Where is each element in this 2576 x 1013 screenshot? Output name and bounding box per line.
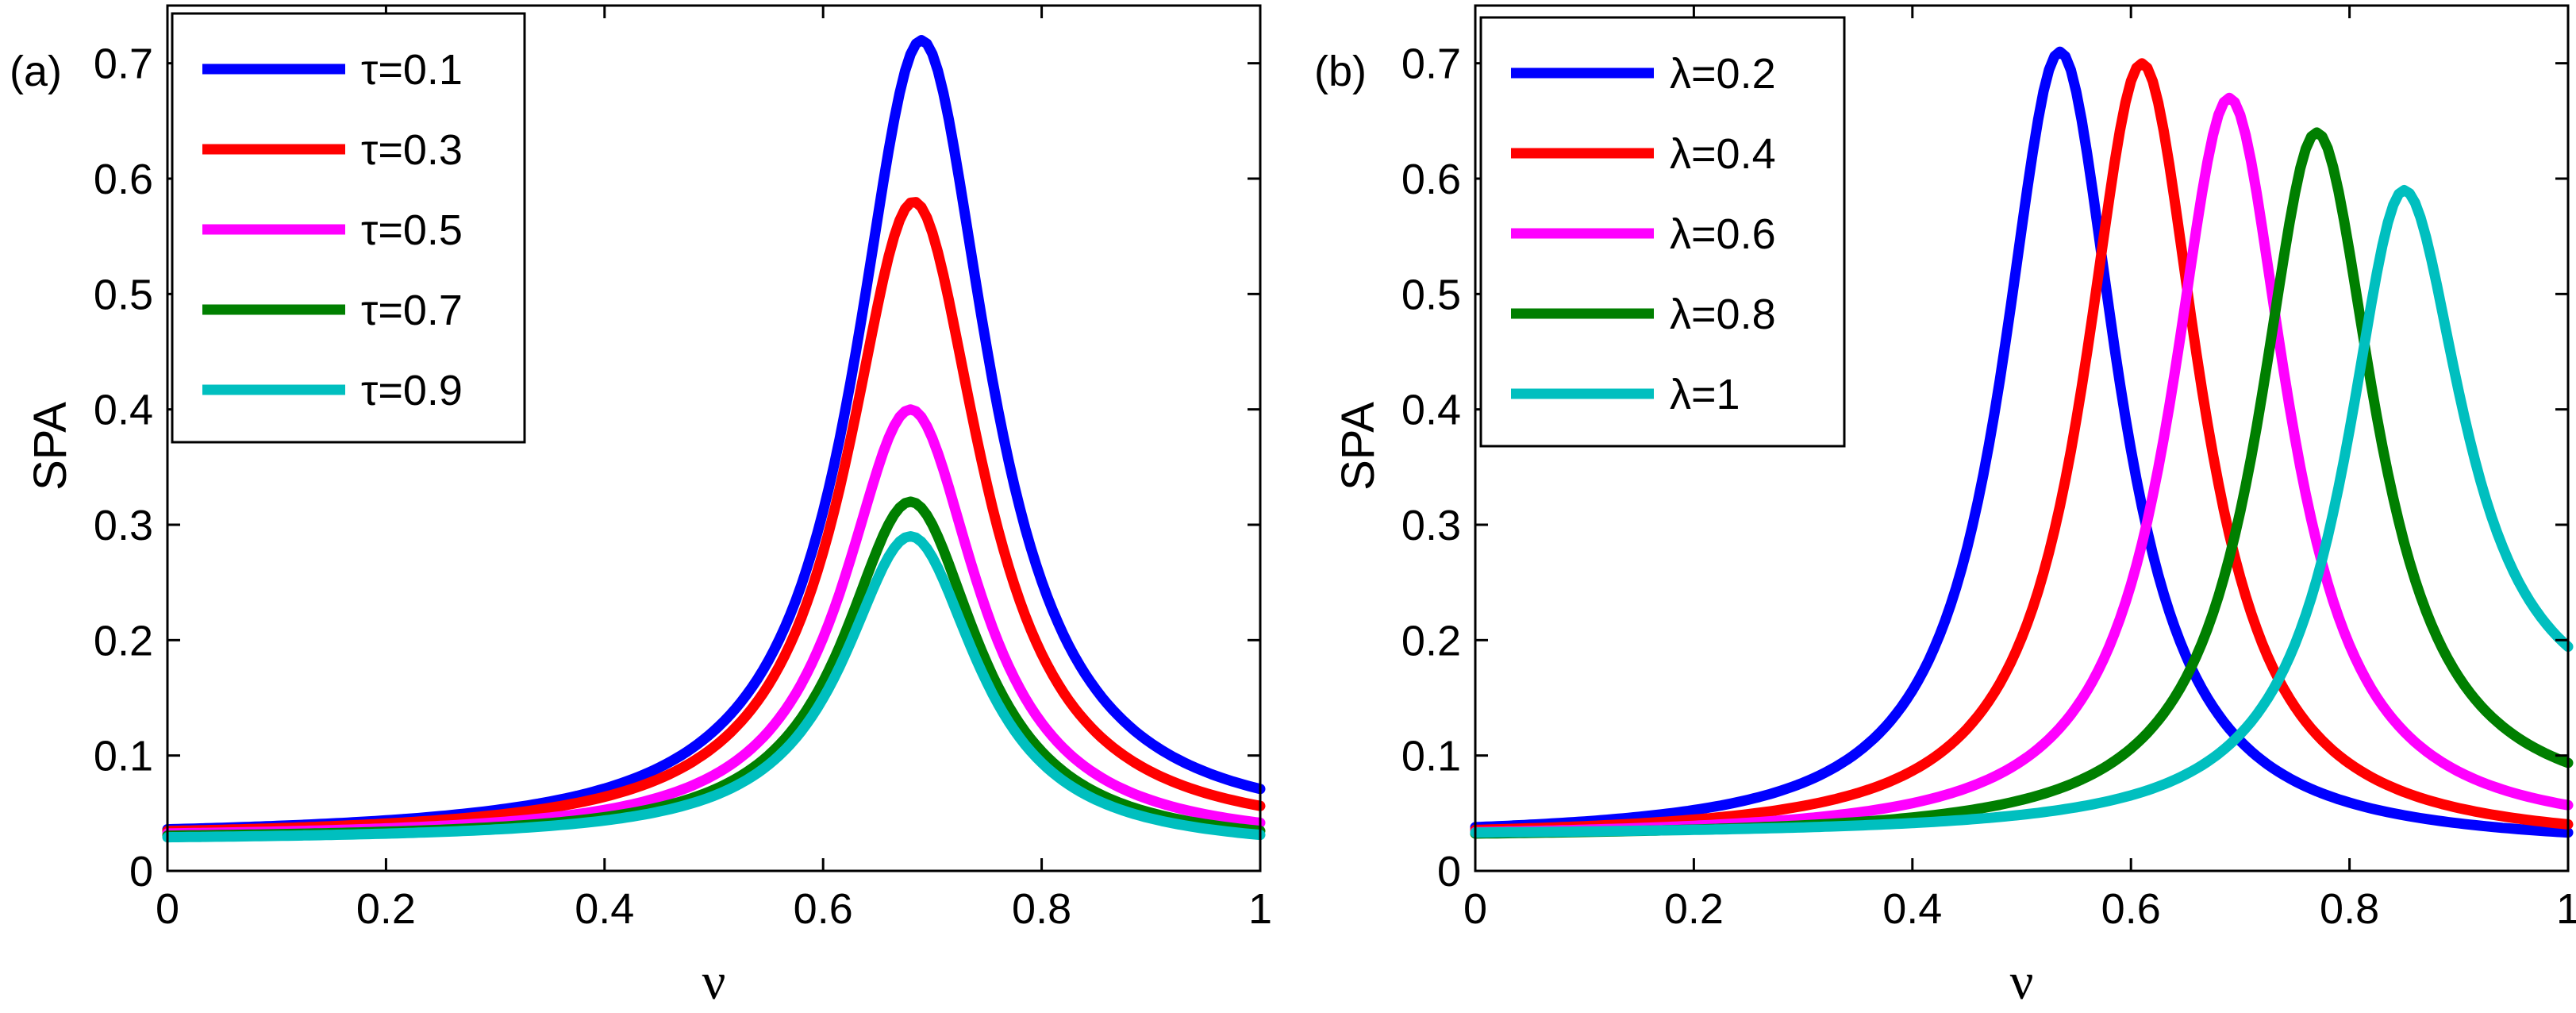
y-tick-label: 0.5 <box>1401 271 1461 318</box>
panel-b: 0 0.2 0.4 0.6 0.8 1 0 0.1 0.2 0.3 0.4 0.5 0.6 0.7 ν SPA… <box>1314 4 2576 1011</box>
legend-label: τ=0.7 <box>361 287 463 334</box>
y-tick-label: 0.4 <box>94 387 153 434</box>
y-tick-label: 0.6 <box>94 156 153 203</box>
legend: λ=0.2 λ=0.4 λ=0.6 λ=0.8 λ=1 <box>1479 16 1846 448</box>
x-tick-label: 1 <box>1248 885 1272 933</box>
y-tick-label: 0.2 <box>94 617 153 664</box>
legend-label: τ=0.9 <box>361 367 463 414</box>
legend-label: λ=0.4 <box>1670 130 1776 178</box>
y-tick-label: 0.1 <box>94 733 153 780</box>
panel-a: 0 0.2 0.4 0.6 0.8 1 0 0.1 0.2 0.3 0.4 0.5 0.6 0.7 ν SPA… <box>10 4 1272 1011</box>
x-tick-label: 1 <box>2556 885 2576 933</box>
x-tick-label: 0.2 <box>356 885 416 933</box>
legend-label: λ=1 <box>1670 371 1740 418</box>
y-tick-label: 0.3 <box>1401 502 1461 549</box>
legend-label: λ=0.8 <box>1670 291 1776 338</box>
axes-frame <box>166 4 1262 872</box>
legend-label: λ=0.6 <box>1670 210 1776 258</box>
y-axis-title: SPA <box>1332 402 1384 491</box>
y-axis-title: SPA <box>25 402 76 491</box>
panel-label: (b) <box>1314 48 1367 95</box>
x-tick-label: 0.4 <box>575 885 634 933</box>
x-axis-title: ν <box>2010 953 2034 1011</box>
series-line-4 <box>162 496 1266 842</box>
x-axis-title: ν <box>702 953 726 1011</box>
series-group <box>1470 46 2574 839</box>
y-tick-label: 0.7 <box>94 40 153 88</box>
series-line-1 <box>1470 46 2574 838</box>
legend-label: λ=0.2 <box>1670 50 1776 98</box>
legend: τ=0.1 τ=0.3 τ=0.5 τ=0.7 τ=0.9 <box>171 12 526 444</box>
y-tick-label: 0.6 <box>1401 156 1461 203</box>
y-tick-label: 0.2 <box>1401 617 1461 664</box>
x-tick-label: 0.6 <box>794 885 853 933</box>
axes-frame <box>1474 4 2570 872</box>
panel-label: (a) <box>10 48 62 95</box>
series-line-3 <box>162 404 1266 839</box>
y-tick-label: 0.5 <box>94 271 153 318</box>
series-line-5 <box>1470 185 2574 838</box>
y-tick-label: 0.3 <box>94 502 153 549</box>
legend-label: τ=0.5 <box>361 206 463 254</box>
series-line-5 <box>162 531 1266 843</box>
y-tick-label: 0 <box>129 848 153 896</box>
y-tick-label: 0.7 <box>1401 40 1461 88</box>
y-tick-label: 0 <box>1437 848 1461 896</box>
x-tick-label: 0.6 <box>2101 885 2161 933</box>
x-tick-label: 0.8 <box>1012 885 1071 933</box>
x-tick-label: 0 <box>1463 885 1487 933</box>
x-tick-label: 0.4 <box>1882 885 1942 933</box>
y-tick-label: 0.4 <box>1401 387 1461 434</box>
series-group <box>162 35 1266 843</box>
x-tick-label: 0 <box>156 885 179 933</box>
x-tick-label: 0.2 <box>1664 885 1724 933</box>
legend-label: τ=0.1 <box>361 46 463 94</box>
y-tick-label: 0.1 <box>1401 733 1461 780</box>
legend-label: τ=0.3 <box>361 126 463 174</box>
x-tick-label: 0.8 <box>2320 885 2379 933</box>
